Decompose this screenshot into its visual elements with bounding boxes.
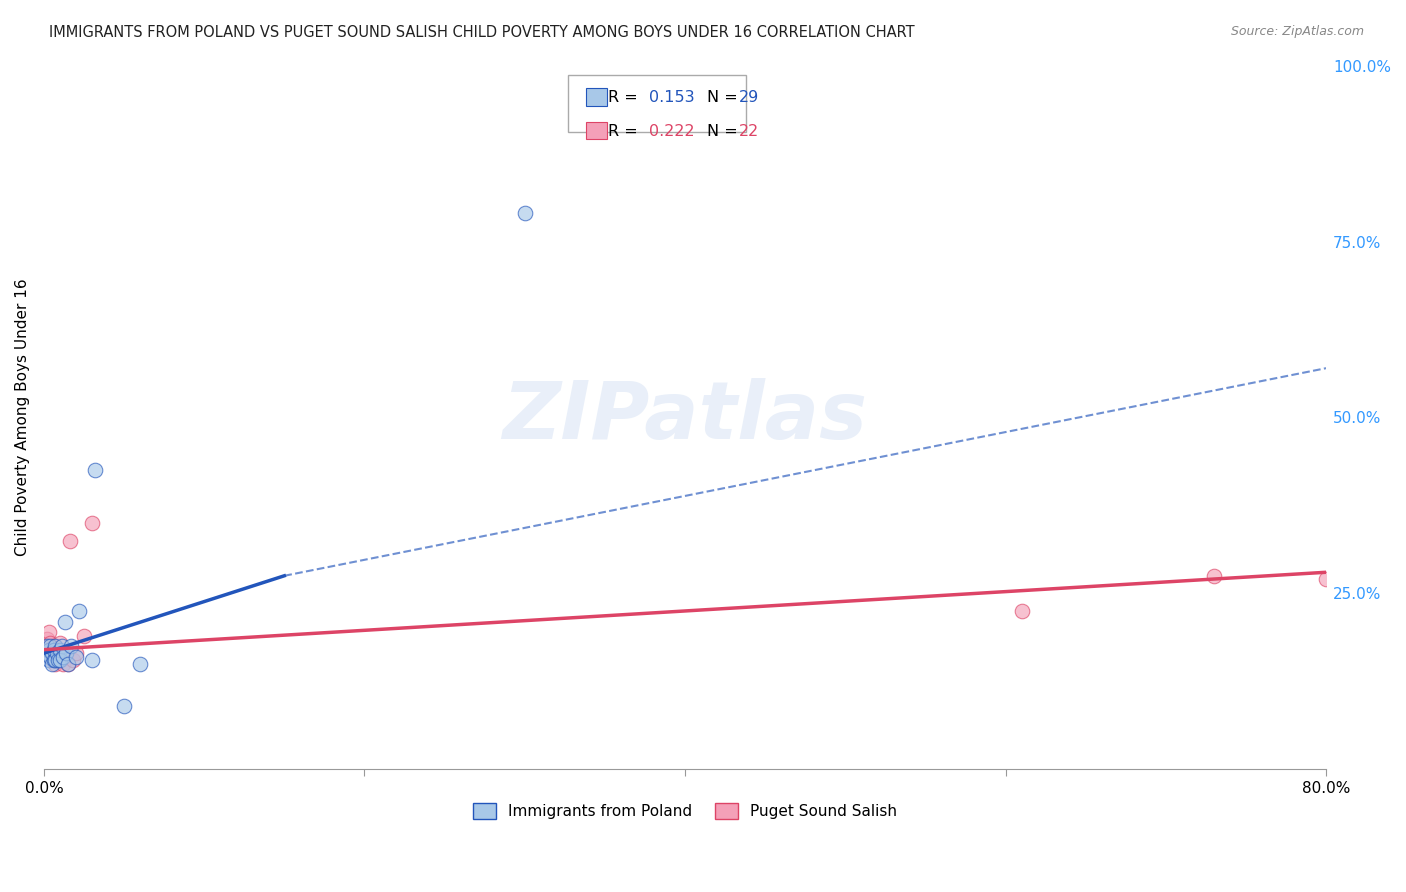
- Point: [41, 646, 63, 660]
- Point: [513, 206, 536, 220]
- Point: [42, 653, 65, 667]
- Legend: Immigrants from Poland, Puget Sound Salish: Immigrants from Poland, Puget Sound Sali…: [467, 797, 903, 825]
- Point: [41, 657, 63, 671]
- Text: R = 0.000   N = 00
  R = 0.000   N = 00: R = 0.000 N = 00 R = 0.000 N = 00: [576, 83, 738, 124]
- Text: 0.153: 0.153: [650, 90, 695, 105]
- Text: N =: N =: [707, 90, 738, 105]
- Point: [58, 533, 80, 548]
- Point: [44, 646, 66, 660]
- Point: [42, 639, 65, 653]
- Point: [41, 653, 63, 667]
- Point: [35, 632, 58, 647]
- Text: IMMIGRANTS FROM POLAND VS PUGET SOUND SALISH CHILD POVERTY AMONG BOYS UNDER 16 C: IMMIGRANTS FROM POLAND VS PUGET SOUND SA…: [49, 25, 915, 40]
- Point: [62, 653, 84, 667]
- Text: R =: R =: [607, 124, 638, 139]
- FancyBboxPatch shape: [586, 88, 607, 106]
- Point: [44, 639, 66, 653]
- Point: [1011, 604, 1033, 618]
- Point: [49, 642, 72, 657]
- Point: [80, 516, 103, 530]
- Point: [38, 653, 60, 667]
- Point: [112, 698, 135, 713]
- Text: 29: 29: [738, 90, 759, 105]
- Y-axis label: Child Poverty Among Boys Under 16: Child Poverty Among Boys Under 16: [15, 278, 30, 557]
- Point: [49, 653, 72, 667]
- Point: [129, 657, 152, 671]
- Point: [52, 649, 75, 664]
- Text: ZIPatlas: ZIPatlas: [502, 378, 868, 457]
- Point: [51, 639, 73, 653]
- Point: [44, 653, 66, 667]
- Point: [49, 635, 72, 649]
- Point: [84, 463, 107, 477]
- Point: [73, 629, 96, 643]
- Point: [34, 642, 56, 657]
- Point: [52, 657, 75, 671]
- Point: [1202, 568, 1225, 582]
- Point: [55, 646, 77, 660]
- Point: [65, 649, 87, 664]
- Text: R =: R =: [607, 90, 638, 105]
- Text: N =: N =: [707, 124, 738, 139]
- Point: [45, 646, 67, 660]
- Point: [39, 649, 62, 664]
- Point: [56, 657, 79, 671]
- Point: [42, 642, 65, 657]
- Text: 0.222: 0.222: [650, 124, 695, 139]
- Point: [46, 653, 69, 667]
- Point: [44, 657, 66, 671]
- Point: [39, 635, 62, 649]
- Point: [38, 642, 60, 657]
- FancyBboxPatch shape: [586, 122, 607, 139]
- Point: [53, 615, 76, 629]
- Point: [56, 657, 79, 671]
- Point: [46, 653, 69, 667]
- Point: [80, 653, 103, 667]
- Point: [65, 646, 87, 660]
- Point: [67, 604, 90, 618]
- Point: [1315, 572, 1337, 586]
- Text: Source: ZipAtlas.com: Source: ZipAtlas.com: [1230, 25, 1364, 38]
- Point: [38, 625, 60, 640]
- Point: [45, 649, 67, 664]
- Point: [60, 639, 83, 653]
- Point: [34, 646, 56, 660]
- Text: 22: 22: [738, 124, 759, 139]
- Point: [35, 639, 58, 653]
- Point: [41, 646, 63, 660]
- Point: [39, 639, 62, 653]
